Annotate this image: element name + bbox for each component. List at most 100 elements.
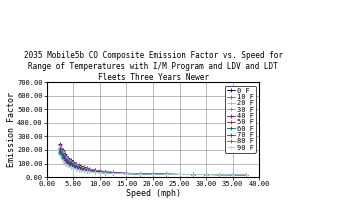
20 F	[85, 168, 89, 170]
40 F	[111, 172, 115, 174]
70 F	[138, 173, 142, 175]
20 F	[204, 173, 208, 176]
40 F	[151, 173, 155, 175]
10 F	[60, 150, 65, 153]
80 F	[76, 168, 81, 171]
40 F	[138, 173, 142, 175]
20 F	[82, 167, 86, 169]
10 F	[76, 164, 81, 167]
70 F	[87, 170, 91, 172]
70 F	[177, 173, 182, 176]
90 F	[93, 171, 97, 174]
50 F	[191, 173, 195, 176]
20 F	[63, 155, 68, 158]
10 F	[71, 162, 76, 164]
20 F	[177, 173, 182, 176]
30 F	[66, 159, 70, 162]
50 F	[60, 155, 65, 157]
0 F	[244, 173, 248, 176]
50 F	[63, 158, 68, 161]
Line: 70 F: 70 F	[58, 151, 248, 176]
50 F	[98, 171, 102, 173]
Legend: 0 F, 10 F, 20 F, 30 F, 40 F, 50 F, 60 F, 70 F, 80 F, 90 F: 0 F, 10 F, 20 F, 30 F, 40 F, 50 F, 60 F,…	[225, 86, 256, 153]
40 F	[98, 170, 102, 173]
50 F	[87, 169, 91, 172]
70 F	[244, 173, 248, 176]
30 F	[138, 173, 142, 175]
50 F	[111, 172, 115, 174]
30 F	[204, 173, 208, 176]
70 F	[217, 173, 221, 176]
50 F	[58, 149, 62, 152]
40 F	[79, 167, 84, 170]
20 F	[71, 162, 76, 165]
70 F	[82, 169, 86, 172]
10 F	[68, 160, 73, 162]
30 F	[164, 173, 168, 176]
90 F	[63, 162, 68, 165]
40 F	[191, 173, 195, 176]
90 F	[76, 169, 81, 171]
90 F	[68, 166, 73, 169]
20 F	[111, 171, 115, 174]
80 F	[68, 165, 73, 168]
70 F	[164, 173, 168, 176]
80 F	[87, 170, 91, 173]
80 F	[138, 173, 142, 175]
40 F	[68, 162, 73, 165]
70 F	[60, 157, 65, 160]
40 F	[74, 165, 78, 168]
Y-axis label: Emission Factor: Emission Factor	[7, 92, 16, 167]
90 F	[111, 172, 115, 175]
80 F	[60, 158, 65, 161]
10 F	[191, 173, 195, 176]
40 F	[93, 170, 97, 172]
30 F	[244, 173, 248, 176]
80 F	[103, 172, 107, 174]
50 F	[204, 173, 208, 176]
90 F	[124, 172, 129, 175]
10 F	[111, 171, 115, 174]
50 F	[230, 173, 235, 176]
20 F	[124, 172, 129, 175]
10 F	[58, 144, 62, 147]
50 F	[93, 170, 97, 173]
70 F	[76, 168, 81, 170]
50 F	[151, 173, 155, 175]
90 F	[74, 168, 78, 171]
10 F	[230, 173, 235, 176]
80 F	[66, 164, 70, 166]
60 F	[230, 173, 235, 176]
80 F	[93, 171, 97, 173]
10 F	[151, 173, 155, 175]
60 F	[103, 171, 107, 174]
60 F	[151, 173, 155, 175]
30 F	[85, 168, 89, 171]
60 F	[204, 173, 208, 176]
Title: 2035 Mobile5b CO Composite Emission Factor vs. Speed for
Range of Temperatures w: 2035 Mobile5b CO Composite Emission Fact…	[23, 51, 283, 82]
60 F	[68, 164, 73, 166]
10 F	[82, 166, 86, 169]
60 F	[76, 167, 81, 170]
30 F	[98, 170, 102, 173]
40 F	[58, 148, 62, 151]
40 F	[82, 168, 86, 170]
0 F	[177, 173, 182, 176]
Line: 60 F: 60 F	[58, 150, 248, 176]
70 F	[63, 160, 68, 163]
30 F	[93, 170, 97, 172]
70 F	[151, 173, 155, 175]
10 F	[63, 154, 68, 157]
Line: 20 F: 20 F	[58, 145, 248, 176]
90 F	[191, 173, 195, 176]
60 F	[138, 173, 142, 175]
10 F	[74, 163, 78, 166]
40 F	[244, 173, 248, 176]
60 F	[85, 169, 89, 172]
30 F	[79, 167, 84, 169]
60 F	[124, 172, 129, 175]
20 F	[93, 169, 97, 172]
60 F	[177, 173, 182, 176]
20 F	[79, 166, 84, 168]
10 F	[85, 167, 89, 170]
